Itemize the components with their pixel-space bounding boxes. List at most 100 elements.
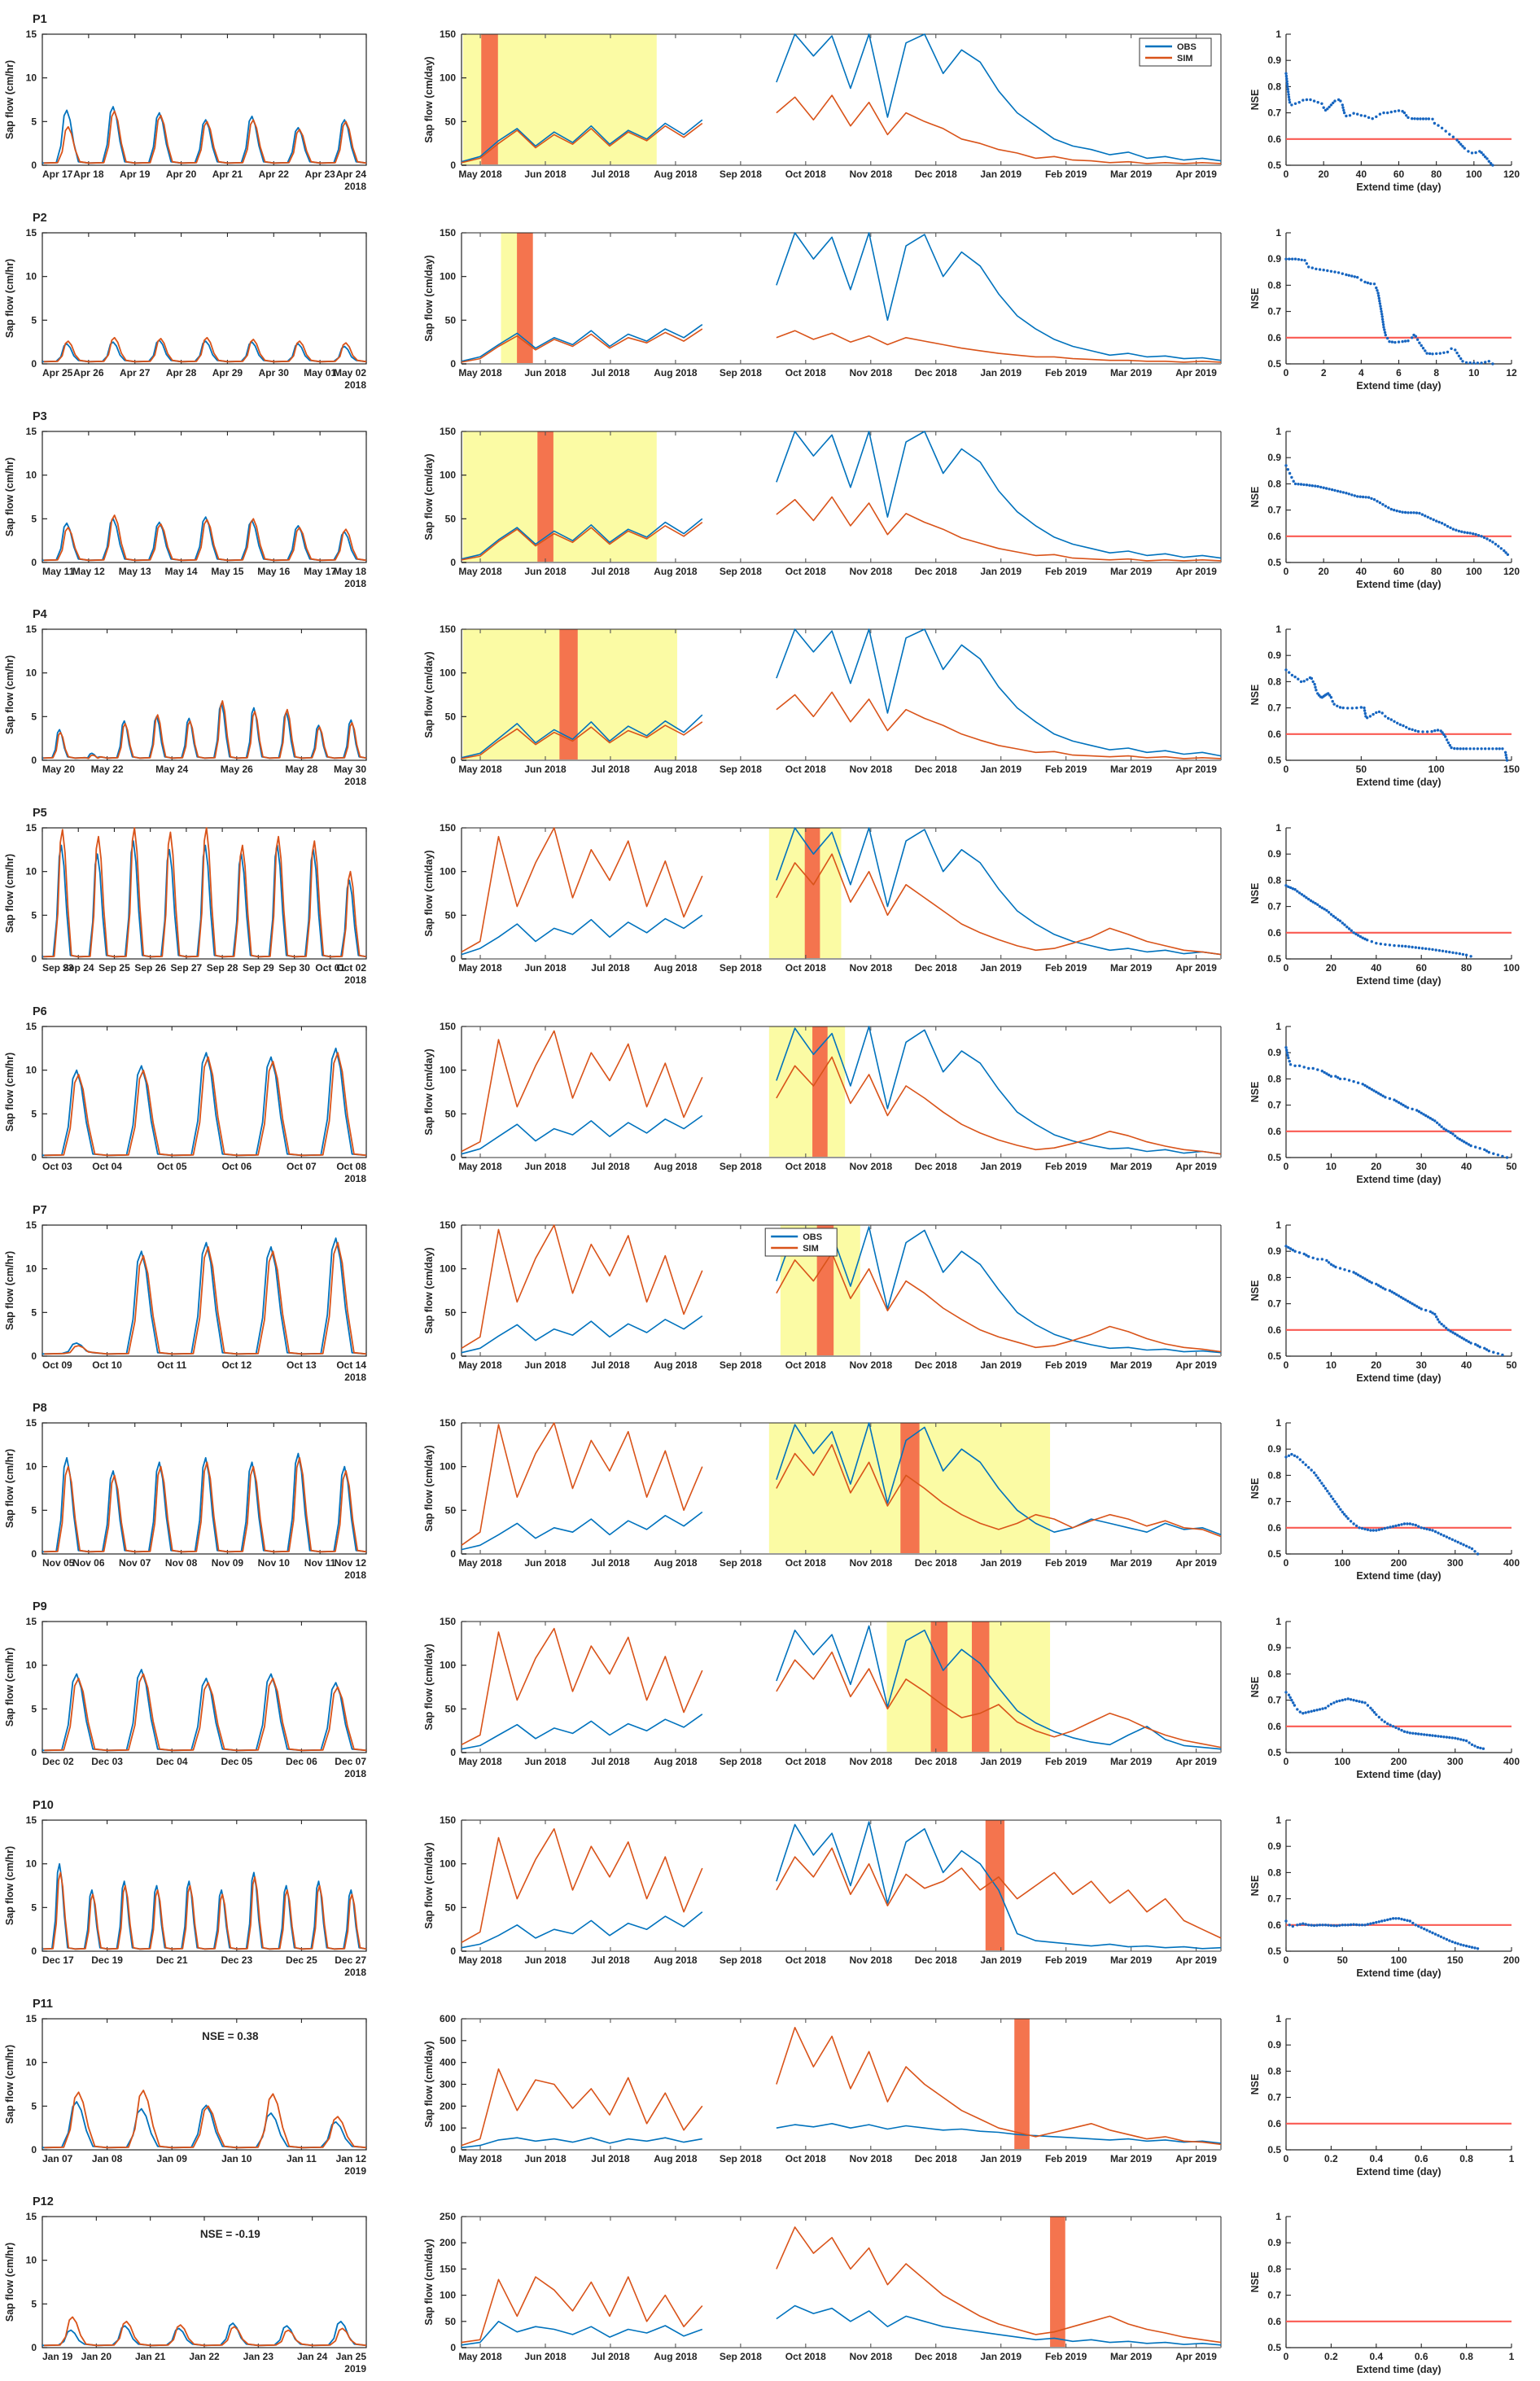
P10-hourly-panel: 0 5 10 15 Sap flow (cm/hr) Dec 17 Dec 19 Dec 21…	[4, 1814, 367, 1978]
P8-nse-series	[1284, 1453, 1480, 1556]
svg-text:Apr 18: Apr 18	[73, 169, 104, 180]
P1-legend: OBS SIM	[1139, 37, 1212, 67]
svg-text:0: 0	[31, 160, 37, 171]
svg-text:Oct 2018: Oct 2018	[785, 1954, 826, 1966]
svg-text:40: 40	[1461, 1161, 1472, 1172]
P2-daily-panel: 0 50 100 150 Sap flow (cm/day) May 2018 Jun 20…	[423, 227, 1222, 379]
svg-text:NSE: NSE	[1249, 90, 1261, 111]
P4-daily-panel: 0 50 100 150 Sap flow (cm/day) May 2018 Jun 20…	[423, 624, 1222, 775]
svg-text:Sep 2018: Sep 2018	[720, 1359, 762, 1371]
svg-text:50: 50	[445, 314, 457, 326]
P2-daily-obs-line	[461, 323, 703, 362]
svg-text:0.9: 0.9	[1267, 1047, 1281, 1058]
svg-text:OBS: OBS	[1177, 42, 1197, 52]
svg-text:Sap flow (cm/hr): Sap flow (cm/hr)	[4, 457, 15, 536]
svg-text:0: 0	[31, 1548, 37, 1560]
P3-hourly-sim-line	[43, 514, 367, 561]
P3-daily-panel: 0 50 100 150 Sap flow (cm/day) May 2018 Jun 20…	[423, 426, 1222, 577]
P9-highlight-band	[971, 1622, 990, 1753]
P9-hourly-sim-line	[44, 1673, 367, 1752]
svg-text:150: 150	[440, 1219, 456, 1231]
svg-text:100: 100	[440, 1064, 456, 1075]
P3-daily-obs-line	[461, 518, 703, 559]
svg-text:0.2: 0.2	[1324, 2153, 1338, 2164]
svg-text:May 17: May 17	[304, 566, 336, 577]
svg-text:0: 0	[1284, 367, 1289, 379]
svg-text:Apr 22: Apr 22	[259, 169, 290, 180]
svg-text:1: 1	[1275, 1417, 1281, 1429]
svg-text:15: 15	[26, 624, 37, 635]
svg-text:0.5: 0.5	[1267, 557, 1281, 568]
P5-daily-panel: 0 50 100 150 Sap flow (cm/day) May 2018 Jun 20…	[423, 822, 1222, 974]
svg-text:2018: 2018	[344, 578, 366, 589]
svg-text:Dec 17: Dec 17	[42, 1954, 74, 1966]
P11-nse-annotation: NSE = 0.38	[202, 2030, 259, 2042]
svg-text:May 13: May 13	[119, 566, 151, 577]
svg-text:15: 15	[26, 1417, 37, 1429]
svg-text:May 01: May 01	[304, 367, 336, 379]
P4-daily-sim-line	[776, 691, 1222, 759]
svg-text:Mar 2019: Mar 2019	[1110, 2351, 1153, 2362]
svg-text:1: 1	[1275, 2211, 1281, 2222]
svg-text:40: 40	[1356, 169, 1367, 180]
P2-hourly-obs-line	[42, 339, 367, 362]
svg-text:5: 5	[31, 2299, 37, 2310]
P6-highlight-band	[812, 1026, 828, 1158]
P9-hourly-panel: 0 5 10 15 Sap flow (cm/hr) Dec 02 Dec 03 Dec 04…	[4, 1616, 367, 1779]
svg-text:Apr 21: Apr 21	[212, 169, 243, 180]
svg-text:Aug 2018: Aug 2018	[654, 1359, 698, 1371]
svg-text:Nov 2018: Nov 2018	[849, 962, 892, 974]
svg-text:Dec 25: Dec 25	[286, 1954, 317, 1966]
svg-text:May 2018: May 2018	[458, 1359, 502, 1371]
svg-text:15: 15	[26, 227, 37, 239]
svg-text:Nov 05: Nov 05	[42, 1557, 75, 1569]
svg-text:5: 5	[31, 2100, 37, 2112]
svg-text:10: 10	[26, 1660, 37, 1671]
svg-text:Nov 2018: Nov 2018	[849, 566, 892, 577]
svg-text:10: 10	[26, 270, 37, 282]
svg-text:150: 150	[440, 426, 456, 437]
svg-text:Oct 03: Oct 03	[42, 1161, 72, 1172]
svg-text:May 2018: May 2018	[458, 367, 502, 379]
svg-text:May 2018: May 2018	[458, 1161, 502, 1172]
svg-text:10: 10	[1326, 1161, 1337, 1172]
svg-text:120: 120	[1503, 169, 1520, 180]
P12-daily-sim-line	[461, 2276, 703, 2344]
svg-text:Jan 25: Jan 25	[336, 2351, 367, 2362]
svg-text:0: 0	[31, 953, 37, 965]
svg-text:100: 100	[1503, 962, 1520, 974]
svg-text:100: 100	[1466, 566, 1482, 577]
P6-calibration-band	[768, 1026, 846, 1158]
svg-text:300: 300	[1447, 1756, 1463, 1767]
svg-text:Jan 09: Jan 09	[157, 2153, 188, 2164]
svg-text:0.6: 0.6	[1267, 530, 1281, 541]
P5-hourly-sim-line	[43, 827, 367, 958]
P12-nse-panel: 0.5 0.6 0.7 0.8 0.9 1 NSE 0 0.2 0.4 0.6 0.8 1 Extend …	[1249, 2211, 1515, 2375]
P9-daily-obs-line	[776, 1625, 1222, 1750]
svg-text:May 12: May 12	[72, 566, 105, 577]
row-P12: P12 0 5 10 15 Sap flow (cm/hr) Jan 19 Jan 20 Jan…	[0, 2182, 1540, 2381]
svg-text:50: 50	[445, 1703, 457, 1714]
row-P6: P6 0 5 10 15 Sap flow (cm/hr) Oct 03 Oct 04 Oct …	[0, 992, 1540, 1191]
svg-text:0: 0	[1284, 1161, 1289, 1172]
svg-text:May 2018: May 2018	[458, 1954, 502, 1966]
svg-text:0.5: 0.5	[1267, 755, 1281, 766]
svg-text:Feb 2019: Feb 2019	[1045, 764, 1087, 775]
svg-text:Mar 2019: Mar 2019	[1110, 1954, 1153, 1966]
P4-daily-obs-line	[776, 628, 1222, 757]
P2-hourly-sim-line	[43, 336, 367, 362]
svg-text:0.8: 0.8	[1267, 1271, 1281, 1283]
svg-text:0: 0	[1284, 1557, 1289, 1569]
P2-daily-obs-line	[776, 231, 1222, 361]
P9-daily-sim-line	[776, 1651, 1222, 1749]
svg-text:10: 10	[26, 1461, 37, 1473]
svg-text:Jan 2019: Jan 2019	[980, 1756, 1022, 1767]
svg-text:Aug 2018: Aug 2018	[654, 1557, 698, 1569]
svg-text:100: 100	[1428, 764, 1445, 775]
P8-hourly-sim-line	[43, 1457, 367, 1553]
svg-text:0: 0	[31, 1152, 37, 1163]
P5-daily-obs-line	[776, 827, 1222, 956]
svg-text:200: 200	[440, 2100, 456, 2112]
